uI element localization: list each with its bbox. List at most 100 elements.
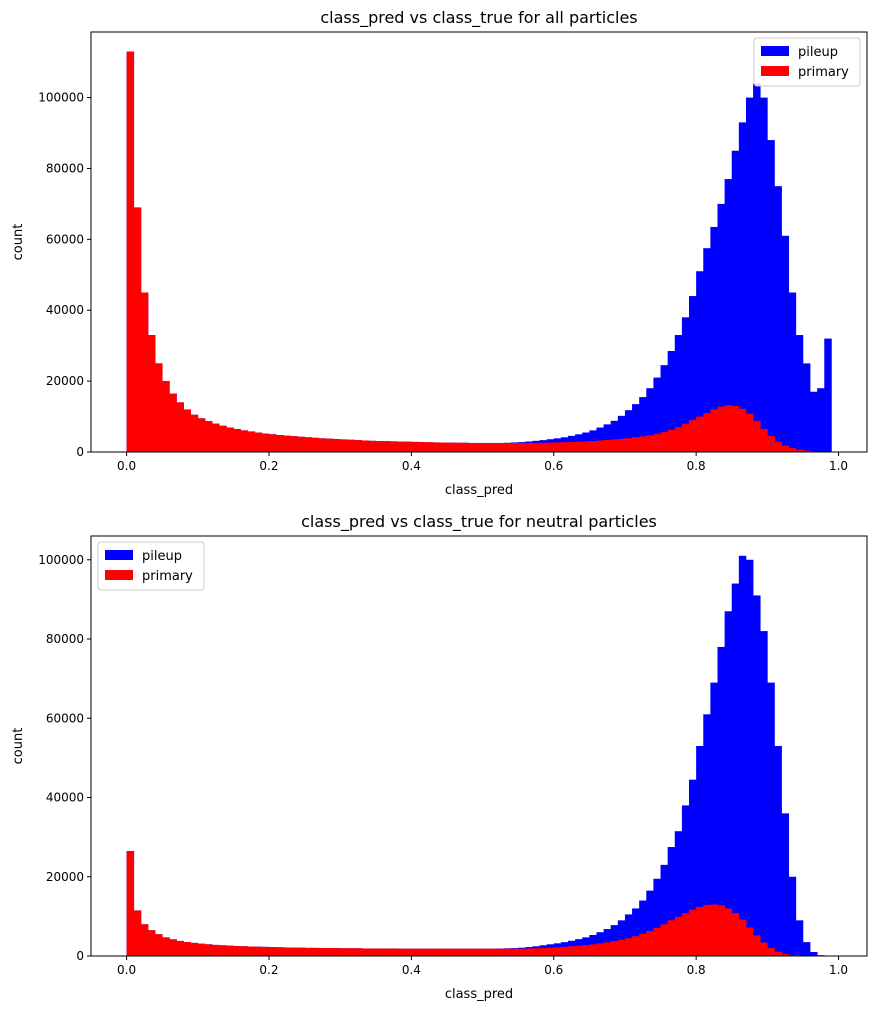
bar-pileup <box>817 388 824 452</box>
bar-primary <box>632 936 639 956</box>
bar-primary <box>646 931 653 956</box>
bar-primary <box>205 944 212 956</box>
bar-primary <box>540 948 547 956</box>
bar-primary <box>618 439 625 452</box>
x-axis-label: class_pred <box>445 987 513 1002</box>
bar-primary <box>162 381 169 452</box>
bar-pileup <box>774 186 781 452</box>
bar-primary <box>774 952 781 956</box>
bar-primary <box>354 440 361 452</box>
bar-primary <box>426 949 433 956</box>
bar-primary <box>383 441 390 452</box>
bar-primary <box>568 442 575 452</box>
x-tick-label: 0.4 <box>402 459 421 473</box>
bar-primary <box>433 949 440 956</box>
bar-primary <box>155 934 162 956</box>
bar-pileup <box>796 335 803 452</box>
bar-primary <box>468 949 475 956</box>
bar-primary <box>262 947 269 956</box>
bar-primary <box>639 934 646 956</box>
bar-primary <box>454 443 461 452</box>
bar-primary <box>319 438 326 452</box>
bar-primary <box>305 437 312 452</box>
bar-primary <box>212 945 219 956</box>
bar-primary <box>732 406 739 452</box>
bar-primary <box>269 434 276 452</box>
y-tick-label: 40000 <box>46 791 84 805</box>
x-tick-label: 0.8 <box>687 459 706 473</box>
bar-primary <box>767 436 774 452</box>
bar-primary <box>767 948 774 956</box>
bar-primary <box>255 947 262 956</box>
bar-primary <box>632 437 639 452</box>
x-tick-label: 0.0 <box>117 963 136 977</box>
bar-primary <box>554 947 561 956</box>
y-tick-label: 20000 <box>46 870 84 884</box>
bar-primary <box>504 443 511 452</box>
bar-primary <box>739 920 746 956</box>
bar-primary <box>290 436 297 452</box>
bar-primary <box>369 441 376 452</box>
legend-swatch-pileup <box>105 550 133 560</box>
bar-primary <box>483 949 490 956</box>
bar-primary <box>611 941 618 956</box>
bar-primary <box>390 441 397 452</box>
bar-primary <box>490 443 497 452</box>
bar-primary <box>589 441 596 452</box>
bar-pileup <box>725 611 732 956</box>
chart-title: class_pred vs class_true for all particl… <box>320 8 637 28</box>
chart-title: class_pred vs class_true for neutral par… <box>301 512 657 532</box>
bar-primary <box>362 948 369 956</box>
bar-primary <box>440 949 447 956</box>
bar-primary <box>525 948 532 956</box>
bar-primary <box>191 415 198 452</box>
bar-primary <box>262 434 269 452</box>
bar-pileup <box>746 98 753 452</box>
x-tick-label: 0.4 <box>402 963 421 977</box>
bar-primary <box>418 949 425 956</box>
y-tick-label: 100000 <box>38 91 84 105</box>
x-axis-label: class_pred <box>445 483 513 498</box>
bar-primary <box>347 440 354 452</box>
bar-primary <box>596 943 603 956</box>
bar-pileup <box>760 98 767 452</box>
bar-primary <box>397 949 404 956</box>
bar-primary <box>333 948 340 956</box>
bar-primary <box>162 937 169 956</box>
bar-primary <box>689 420 696 452</box>
bar-primary <box>176 941 183 956</box>
bar-primary <box>326 439 333 452</box>
bar-primary <box>568 946 575 956</box>
bar-primary <box>283 436 290 452</box>
bar-primary <box>739 409 746 452</box>
bar-primary <box>483 443 490 452</box>
bar-primary <box>760 429 767 452</box>
legend-swatch-primary <box>761 66 789 76</box>
bar-primary <box>276 947 283 956</box>
bar-primary <box>283 947 290 956</box>
bar-primary <box>297 948 304 956</box>
series-pileup <box>127 556 832 956</box>
bar-primary <box>326 948 333 956</box>
bar-primary <box>198 944 205 956</box>
bar-primary <box>718 905 725 956</box>
bar-primary <box>376 948 383 956</box>
bar-primary <box>205 421 212 452</box>
y-tick-label: 40000 <box>46 303 84 317</box>
bar-primary <box>532 443 539 452</box>
bar-primary <box>753 421 760 452</box>
bar-pileup <box>739 122 746 452</box>
bar-primary <box>397 442 404 452</box>
bar-primary <box>340 439 347 452</box>
y-tick-label: 80000 <box>46 161 84 175</box>
bar-primary <box>148 930 155 956</box>
bar-primary <box>440 443 447 452</box>
bar-primary <box>433 442 440 452</box>
bar-primary <box>134 207 141 452</box>
x-tick-label: 1.0 <box>829 963 848 977</box>
bar-primary <box>753 935 760 956</box>
bar-primary <box>540 443 547 452</box>
bar-pileup <box>796 920 803 956</box>
